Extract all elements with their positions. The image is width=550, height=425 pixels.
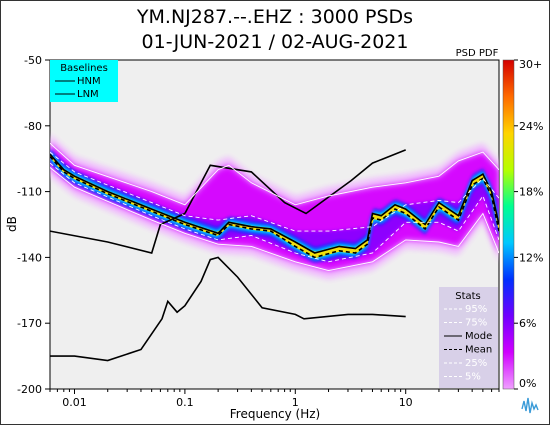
series-5 <box>50 167 499 272</box>
y-axis-label: dB <box>5 216 19 232</box>
stats-entry-label: 5% <box>465 372 481 383</box>
colorbar-tick-label: 24% <box>519 120 543 133</box>
band-core-yellow <box>50 153 499 258</box>
colorbar-tick-label: 30+ <box>519 58 542 71</box>
series-nlnm-long-period <box>50 212 186 254</box>
band-25-75 <box>50 152 499 262</box>
x-tick-label: 1 <box>292 396 299 409</box>
x-tick-label: 0.01 <box>62 396 87 409</box>
y-tick-label: -140 <box>17 251 42 264</box>
series-hnm <box>184 149 406 215</box>
series-75 <box>50 151 499 232</box>
stats-entry-label: 25% <box>465 358 487 369</box>
seismic-logo-icon <box>521 397 539 414</box>
colorbar-tick-label: 0% <box>519 377 536 390</box>
x-tick-label: 0.1 <box>176 396 194 409</box>
legend-entry-hnm: HNM <box>77 76 101 87</box>
colorbar <box>502 59 515 390</box>
series-95 <box>50 142 499 206</box>
stats-entry-label: Mode <box>465 331 492 342</box>
series-mode <box>50 153 499 254</box>
x-axis: 0.01 0.1 1 10 <box>49 389 500 409</box>
pdf-density-layer <box>50 134 499 362</box>
stats-legend: Stats 95% 75% Mode Mean 25% 5% <box>439 287 498 388</box>
colorbar-ticks: 30+ 24% 18% 12% 6% 0% <box>514 58 543 390</box>
y-tick-label: -170 <box>17 317 42 330</box>
stats-entry-label: 95% <box>465 304 487 315</box>
stats-entry-label: Mean <box>465 345 492 356</box>
colorbar-tick-label: 12% <box>519 251 543 264</box>
colorbar-tick-label: 6% <box>519 317 536 330</box>
x-tick-label: 10 <box>399 396 413 409</box>
chart-subtitle: 01-JUN-2021 / 02-AUG-2021 <box>141 31 409 53</box>
stats-legend-box <box>439 287 498 388</box>
stats-legend-title: Stats <box>455 291 481 302</box>
series-mean <box>50 155 499 259</box>
y-axis: -50 -80 -110 -140 -170 -200 <box>17 54 50 396</box>
chart-title: YM.NJ287.--.EHZ : 3000 PSDs <box>136 6 414 28</box>
colorbar-tick-label: 18% <box>519 186 543 199</box>
series-25 <box>50 162 499 263</box>
x-axis-label: Frequency (Hz) <box>230 407 321 421</box>
y-tick-label: -200 <box>17 383 42 396</box>
stats-entry-label: 75% <box>465 318 487 329</box>
baselines-legend-title: Baselines <box>60 63 108 74</box>
y-tick-label: -80 <box>24 120 42 133</box>
series-lnm <box>50 256 406 362</box>
legend-entry-lnm: LNM <box>77 89 99 100</box>
y-tick-label: -50 <box>24 54 42 67</box>
baselines-legend: Baselines HNM LNM <box>50 60 118 102</box>
y-tick-label: -110 <box>17 186 42 199</box>
colorbar-label: PSD PDF <box>456 48 499 59</box>
